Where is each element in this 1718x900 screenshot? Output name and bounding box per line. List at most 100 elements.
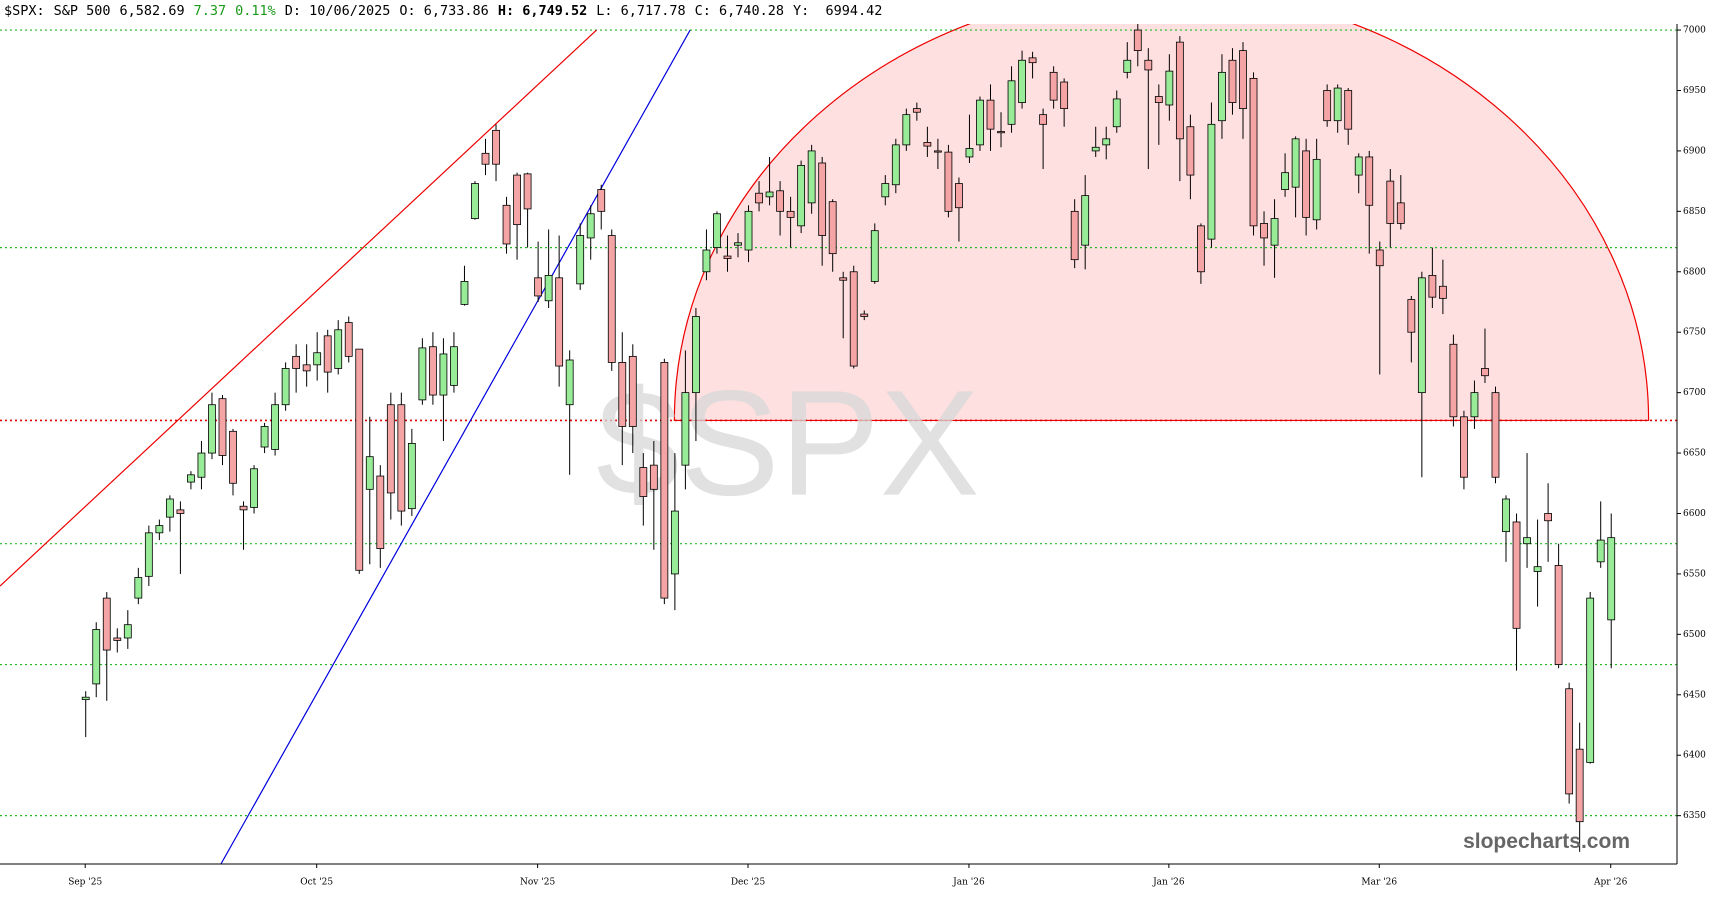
candle-body	[628, 355, 637, 427]
candle-body	[681, 392, 690, 466]
candle-body	[786, 210, 795, 218]
y-tick-label: 6950	[1683, 86, 1706, 96]
x-tick-label: Nov '25	[520, 878, 555, 888]
candle-body	[1407, 299, 1416, 333]
header-field: 6,582.69	[119, 3, 185, 19]
candle-body	[818, 162, 827, 236]
candle-body	[555, 277, 564, 367]
candle-body	[1396, 202, 1405, 224]
candle-body	[944, 151, 953, 212]
y-tick-label: 6400	[1683, 751, 1706, 761]
candle-body	[1039, 114, 1048, 125]
candle-body	[429, 346, 437, 396]
candle-body	[639, 467, 648, 497]
candle-body	[513, 174, 521, 226]
x-tick-label: Sep '25	[68, 878, 102, 888]
candle-body	[1154, 96, 1163, 103]
candle-body	[292, 355, 301, 369]
header-field: S&P 500	[53, 3, 111, 19]
candle-body	[607, 235, 616, 363]
candle-body	[1533, 566, 1542, 572]
candle-body	[1470, 392, 1479, 418]
candle-body	[1375, 249, 1384, 267]
candle-body	[1281, 172, 1289, 190]
candle-body	[1323, 90, 1332, 122]
y-tick-label: 6700	[1683, 388, 1706, 398]
y-tick-label: 7000	[1683, 26, 1706, 36]
candle-body	[933, 150, 942, 153]
candle-body	[618, 362, 627, 427]
candle-body	[807, 150, 816, 204]
candle-body	[1607, 537, 1616, 621]
candle-body	[1175, 41, 1184, 140]
y-tick-label: 6800	[1683, 267, 1706, 277]
candle-body	[492, 129, 500, 165]
candle-body	[713, 213, 721, 248]
header-field: 0.11%	[235, 3, 276, 19]
candle-body	[1554, 565, 1563, 665]
header-field: O: 6,733.86	[399, 3, 489, 19]
candle-body	[1144, 59, 1153, 71]
candle-body	[860, 313, 869, 317]
candle-body	[649, 464, 658, 490]
candle-body	[1207, 123, 1216, 240]
candle-body	[1239, 50, 1247, 110]
candle-body	[407, 442, 416, 510]
candle-body	[355, 348, 364, 571]
candle-body	[208, 404, 216, 454]
candle-body	[765, 191, 774, 198]
candle-body	[1354, 156, 1363, 176]
candle-body	[187, 474, 195, 483]
candle-body	[376, 475, 385, 549]
candle-body	[1060, 81, 1069, 110]
candle-body	[1007, 80, 1016, 125]
candle-body	[965, 148, 974, 158]
candle-body	[1438, 285, 1447, 299]
header-field: Y: 6994.42	[793, 3, 883, 19]
header: $SPX: S&P 500 6,582.69 7.37 0.11% D: 10/06/20…	[4, 3, 891, 19]
x-tick-label: Jan '26	[1152, 878, 1185, 888]
header-field: D: 10/06/2025	[284, 3, 391, 19]
x-tick-label: Oct '25	[300, 878, 333, 888]
candle-body	[218, 398, 227, 456]
candle-body	[1218, 71, 1226, 122]
candle-body	[397, 404, 406, 512]
candle-body	[1102, 138, 1111, 146]
candle-body	[881, 183, 890, 198]
candle-body	[1228, 59, 1237, 103]
candle-body	[1018, 59, 1026, 103]
y-tick-label: 6900	[1683, 146, 1706, 156]
candle-body	[912, 108, 921, 113]
candle-body	[1070, 210, 1079, 261]
candle-body	[481, 152, 490, 165]
candle-body	[986, 99, 995, 130]
header-field: 7.37	[193, 3, 227, 19]
candle-body	[1523, 537, 1531, 545]
trendline	[220, 29, 691, 864]
candle-body	[1428, 274, 1437, 298]
candle-body	[1165, 70, 1174, 106]
candle-body	[386, 404, 395, 494]
y-tick-label: 6750	[1683, 328, 1706, 338]
candle-body	[229, 430, 237, 484]
candle-body	[692, 316, 700, 394]
y-tick-label: 6550	[1683, 569, 1706, 579]
candle-body	[144, 532, 153, 577]
candle-body	[439, 353, 448, 396]
candle-body	[723, 255, 732, 259]
y-tick-label: 6650	[1683, 449, 1706, 459]
candle-body	[1081, 195, 1090, 246]
candle-body	[239, 505, 248, 511]
candle-body	[1544, 513, 1552, 522]
candle-body	[1565, 688, 1574, 795]
candle-body	[1249, 77, 1258, 227]
candle-body	[502, 204, 511, 245]
candle-body	[797, 165, 806, 227]
trendline	[0, 29, 597, 587]
candle-body	[102, 597, 111, 651]
candle-body	[418, 347, 427, 401]
candle-body	[1302, 150, 1311, 218]
candle-body	[670, 510, 679, 575]
